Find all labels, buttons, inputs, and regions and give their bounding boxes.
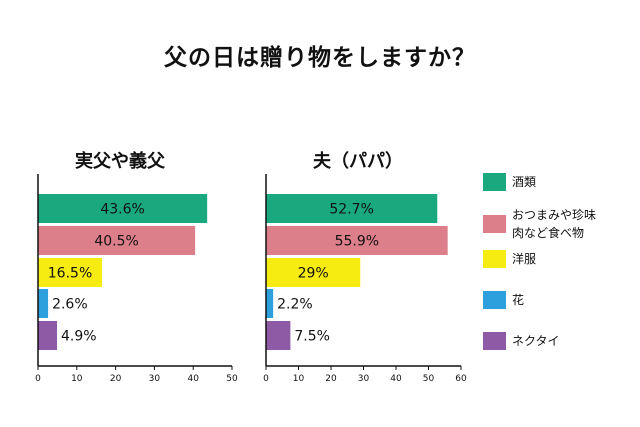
chart-1-bar [38, 258, 103, 287]
chart-1-tick-label: 0 [35, 374, 41, 384]
legend-item-necktie: ネクタイ [483, 332, 560, 350]
chart-1-value-label: 2.6% [52, 297, 88, 313]
chart-2-bar [266, 226, 448, 255]
chart-2-bar [266, 321, 291, 350]
chart-1-bar [38, 321, 58, 350]
legend-item-liquor: 酒類 [483, 173, 536, 191]
chart-1-value-label: 43.6% [100, 202, 144, 218]
chart-2-bar [266, 289, 274, 318]
chart-1-value-label: 40.5% [94, 234, 138, 250]
legend-label-necktie: ネクタイ [512, 334, 560, 348]
chart-title: 父の日は贈り物をしますか？ [164, 45, 476, 71]
legend-item-flowers: 花 [483, 291, 524, 309]
chart-2-tick-label: 50 [423, 374, 435, 384]
chart-2-bar [266, 258, 361, 287]
chart-2-title: 夫（パパ） [313, 151, 403, 172]
chart-2-value-label: 55.9% [335, 234, 379, 250]
legend-label-food: おつまみや珍味 肉など食べ物 [512, 208, 597, 240]
chart-1-tick-label: 40 [187, 374, 199, 384]
chart-2-bar [266, 194, 438, 223]
chart-2-tick-label: 30 [358, 374, 370, 384]
legend-item-food: おつまみや珍味 肉など食べ物 [483, 206, 596, 242]
chart-1-bar [38, 194, 208, 223]
chart-2-tick-label: 20 [325, 374, 337, 384]
chart-2-tick-label: 0 [263, 374, 269, 384]
chart-1-tick-label: 20 [110, 374, 122, 384]
legend-swatch-clothes [483, 250, 506, 268]
legend-label-flowers: 花 [512, 293, 525, 307]
chart-1-bar [38, 226, 196, 255]
legend-swatch-food [483, 215, 506, 233]
chart-2-tick-label: 10 [293, 374, 305, 384]
legend-swatch-flowers [483, 291, 506, 309]
legend-label-liquor: 酒類 [512, 175, 537, 189]
chart-2-value-label: 29% [298, 266, 329, 282]
chart-1-bar [38, 289, 49, 318]
chart-2-value-label: 7.5% [294, 329, 330, 345]
legend-swatch-liquor [483, 173, 506, 191]
chart-2-tick-label: 60 [455, 374, 467, 384]
chart-1-tick-label: 10 [71, 374, 83, 384]
legend-item-clothes: 洋服 [483, 250, 536, 268]
chart-2-value-label: 2.2% [277, 297, 313, 313]
chart-1-value-label: 16.5% [48, 266, 92, 282]
legend-label-clothes: 洋服 [512, 252, 537, 266]
legend-swatch-necktie [483, 332, 506, 350]
chart-1-tick-label: 30 [149, 374, 161, 384]
chart-1-title: 実父や義父 [75, 151, 165, 172]
chart-1-value-label: 4.9% [61, 329, 97, 345]
chart-2-tick-label: 40 [390, 374, 402, 384]
chart-1-tick-label: 50 [226, 374, 238, 384]
chart-2-value-label: 52.7% [329, 202, 373, 218]
